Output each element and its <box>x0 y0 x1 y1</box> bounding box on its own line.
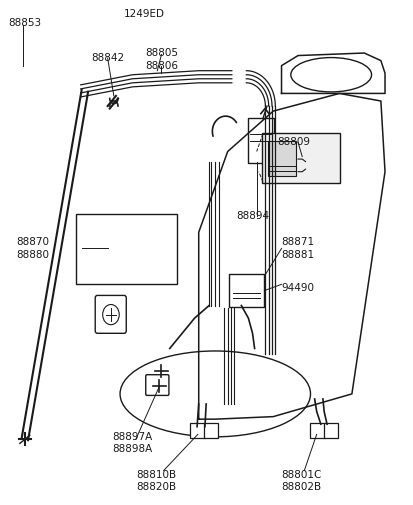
FancyBboxPatch shape <box>267 141 295 176</box>
Text: 88809: 88809 <box>277 137 310 147</box>
Text: 1249ED: 1249ED <box>124 9 165 19</box>
FancyBboxPatch shape <box>261 133 339 183</box>
Text: 88842: 88842 <box>91 53 124 63</box>
Text: 88894: 88894 <box>235 211 268 221</box>
Text: 88897A: 88897A <box>112 432 152 442</box>
Text: 88853: 88853 <box>8 18 41 28</box>
Text: 88810B: 88810B <box>136 470 176 480</box>
Text: 88881: 88881 <box>281 250 314 260</box>
FancyBboxPatch shape <box>323 423 337 438</box>
Text: 88806: 88806 <box>145 61 178 71</box>
Text: 88805: 88805 <box>145 48 178 58</box>
Text: 88898A: 88898A <box>112 444 152 454</box>
Text: 94490: 94490 <box>281 283 314 293</box>
FancyBboxPatch shape <box>145 375 169 395</box>
FancyBboxPatch shape <box>310 423 324 438</box>
Text: 88871: 88871 <box>281 237 314 247</box>
Text: 88801C: 88801C <box>281 470 321 480</box>
Text: 88880: 88880 <box>17 250 50 260</box>
FancyBboxPatch shape <box>228 274 263 307</box>
FancyBboxPatch shape <box>95 295 126 333</box>
FancyBboxPatch shape <box>204 423 218 438</box>
Text: 88802B: 88802B <box>281 482 321 492</box>
FancyBboxPatch shape <box>247 118 273 163</box>
Text: 88820B: 88820B <box>136 482 176 492</box>
FancyBboxPatch shape <box>190 423 204 438</box>
Text: 88870: 88870 <box>17 237 50 247</box>
